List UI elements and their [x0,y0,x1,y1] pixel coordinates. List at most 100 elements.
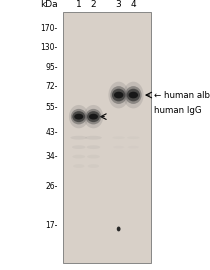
Ellipse shape [72,145,85,149]
Ellipse shape [84,105,103,128]
Bar [63,170,151,174]
Bar [63,110,151,114]
Bar [63,119,151,123]
Bar [63,97,151,102]
Ellipse shape [87,145,100,149]
Bar [63,229,151,234]
Text: 43-: 43- [45,128,58,137]
Text: 26-: 26- [45,182,58,191]
Bar [63,234,151,238]
Text: 130-: 130- [41,43,58,52]
Bar [63,251,151,255]
Bar [63,217,151,221]
Bar [63,55,151,59]
Bar [63,191,151,195]
Bar [63,42,151,46]
Ellipse shape [127,136,140,139]
Ellipse shape [114,92,123,98]
Ellipse shape [127,89,140,101]
Bar [63,16,151,21]
Bar [63,204,151,208]
Text: 3: 3 [116,0,122,9]
Ellipse shape [85,109,101,124]
Bar [63,136,151,140]
Bar [63,12,151,16]
Bar [63,212,151,217]
Text: 55-: 55- [45,103,58,113]
Bar [63,131,151,136]
Bar [63,38,151,42]
Bar [63,174,151,178]
Text: kDa: kDa [40,0,58,9]
Bar [63,8,151,12]
Ellipse shape [112,89,125,101]
Bar [63,255,151,259]
Bar [63,46,151,50]
Ellipse shape [72,111,85,122]
Ellipse shape [113,146,124,148]
Text: human IgG: human IgG [154,106,202,115]
Text: 72-: 72- [45,82,58,92]
Bar [63,166,151,170]
Bar [63,59,151,63]
Bar [63,238,151,242]
Bar [63,33,151,38]
Bar [63,148,151,153]
Ellipse shape [70,136,87,140]
Bar [63,144,151,148]
Bar [63,187,151,191]
Ellipse shape [89,114,98,120]
Bar [63,157,151,161]
Bar [63,195,151,200]
Bar [63,225,151,229]
Bar [63,114,151,119]
Bar [63,102,151,106]
Ellipse shape [69,105,89,128]
Bar [63,200,151,204]
Text: 170-: 170- [41,24,58,33]
Text: 2: 2 [91,0,96,9]
Ellipse shape [128,146,139,148]
Bar [63,50,151,55]
Text: 34-: 34- [45,152,58,161]
Bar [63,72,151,76]
Ellipse shape [71,109,87,124]
Bar [63,63,151,68]
Bar [63,85,151,89]
Ellipse shape [108,82,129,108]
Bar [63,80,151,85]
Bar [63,89,151,93]
Bar [63,106,151,110]
Ellipse shape [88,164,99,168]
Bar [63,259,151,263]
Bar [63,123,151,127]
Text: 1: 1 [76,0,82,9]
Bar [63,76,151,80]
Bar [63,221,151,225]
Bar [63,29,151,33]
Text: 4: 4 [131,0,136,9]
Bar [63,208,151,212]
Ellipse shape [110,86,127,104]
Bar [63,153,151,157]
Ellipse shape [73,164,84,168]
Bar [63,183,151,187]
Bar [63,140,151,144]
Bar [63,161,151,165]
Bar [63,21,151,25]
Text: 17-: 17- [45,221,58,230]
Bar [63,178,151,183]
Ellipse shape [112,136,125,139]
Bar [63,246,151,251]
Bar [63,127,151,131]
Ellipse shape [87,111,100,122]
Bar [63,93,151,97]
Text: ← human albumin: ← human albumin [154,90,210,100]
Bar [63,242,151,246]
Bar [63,12,151,263]
Bar [63,25,151,29]
Ellipse shape [72,155,85,158]
Ellipse shape [125,86,142,104]
Ellipse shape [87,155,100,158]
Ellipse shape [123,82,144,108]
